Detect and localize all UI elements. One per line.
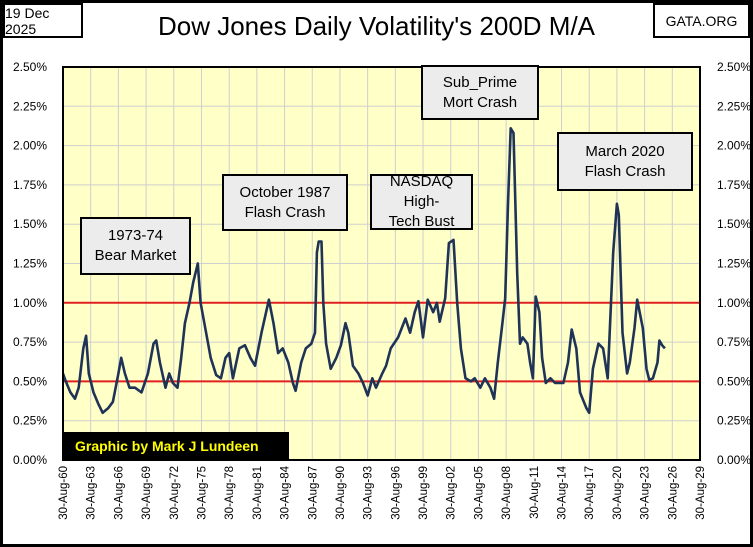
y-tick-label: 0.00% [717, 453, 751, 467]
credit-label: Graphic by Mark J Lundeen [63, 432, 289, 460]
annotation-line: Mort Crash [442, 93, 518, 111]
y-tick-label: 1.00% [13, 296, 47, 310]
x-tick-label: 30-Aug-84 [280, 465, 292, 519]
x-tick-label: 30-Aug-78 [224, 466, 236, 520]
x-tick-label: 30-Aug-93 [363, 466, 375, 520]
y-tick-label: 1.00% [717, 296, 751, 310]
annotation-sub-prime-mort-crash: Sub_Prime Mort Crash [421, 65, 539, 120]
x-tick-label: 30-Aug-23 [640, 466, 652, 520]
y-tick-label: 2.50% [717, 60, 751, 74]
x-tick-label: 30-Aug-87 [307, 466, 319, 520]
x-tick-label: 30-Aug-60 [58, 466, 70, 520]
x-tick-label: 30-Aug-66 [113, 466, 125, 520]
x-tick-label: 30-Aug-17 [584, 466, 596, 520]
x-tick-label: 30-Aug-75 [196, 466, 208, 520]
x-tick-label: 30-Aug-02 [446, 466, 458, 520]
x-tick-label: 30-Aug-08 [501, 466, 513, 520]
date-label: 19 Dec 2025 [3, 3, 83, 38]
y-tick-label: 2.00% [13, 139, 47, 153]
y-tick-label: 0.50% [13, 374, 47, 388]
annotation-line: 1973-74 [107, 227, 164, 244]
y-tick-label: 0.25% [717, 414, 751, 428]
y-tick-label: 1.50% [717, 217, 751, 231]
y-tick-label: 2.00% [717, 139, 751, 153]
reference-lines [63, 301, 700, 383]
annotation-line: NASDAQ High- [389, 173, 454, 210]
x-tick-label: 30-Aug-81 [252, 466, 264, 520]
y-axis-left: 0.00% 0.25% 0.50% 0.75% 1.00% 1.25% 1.50% 1.75%… [13, 60, 47, 467]
annotation-line: Tech Bust [388, 213, 455, 230]
x-tick-label: 30-Aug-26 [667, 466, 679, 520]
annotation-line: October 1987 [239, 183, 331, 201]
volatility-line [61, 127, 666, 415]
chart-title: Dow Jones Daily Volatility's 200D M/A [157, 11, 596, 41]
plot-border [62, 66, 701, 461]
y-tick-label: 1.75% [13, 178, 47, 192]
y-tick-label: 1.75% [717, 178, 751, 192]
annotation-march-2020-flash-crash: March 2020 Flash Crash [557, 132, 693, 191]
y-tick-label: 0.50% [717, 374, 751, 388]
x-tick-label: 30-Aug-90 [335, 466, 347, 520]
y-tick-label: 2.25% [717, 99, 751, 113]
y-tick-label: 0.25% [13, 414, 47, 428]
x-tick-label: 30-Aug-63 [86, 466, 98, 520]
annotation-line: March 2020 [585, 142, 665, 160]
annotation-october-1987-flash-crash: October 1987 Flash Crash [222, 174, 348, 231]
annotation-line: Flash Crash [244, 203, 326, 221]
y-tick-label: 1.25% [13, 257, 47, 271]
x-tick-label: 30-Aug-96 [390, 466, 402, 520]
y-tick-label: 0.75% [717, 335, 751, 349]
y-tick-label: 2.25% [13, 99, 47, 113]
x-tick-label: 30-Aug-99 [418, 466, 430, 520]
y-tick-label: 1.25% [717, 257, 751, 271]
x-tick-label: 30-Aug-20 [612, 466, 624, 520]
y-axis-right: 0.00% 0.25% 0.50% 0.75% 1.00% 1.25% 1.50% 1.75%… [717, 60, 751, 467]
y-tick-label: 2.50% [13, 60, 47, 74]
x-tick-label: 30-Aug-72 [169, 466, 181, 520]
y-tick-label: 1.50% [13, 217, 47, 231]
x-tick-label: 30-Aug-11 [529, 466, 541, 519]
annotation-nasdaq-high-tech-bust: NASDAQ High- Tech Bust [370, 173, 473, 230]
annotation-1973-74-bear-market: 1973-74 Bear Market [80, 217, 191, 275]
annotation-line: Flash Crash [584, 162, 666, 180]
y-tick-label: 0.00% [13, 453, 47, 467]
y-tick-label: 0.75% [13, 335, 47, 349]
x-tick-label: 30-Aug-05 [473, 466, 485, 520]
x-axis: 30-Aug-60 30-Aug-63 30-Aug-66 30-Aug-69 30-A… [58, 465, 707, 519]
source-label: GATA.ORG [653, 3, 750, 38]
x-tick-label: 30-Aug-69 [141, 466, 153, 520]
annotation-line: Bear Market [94, 247, 177, 264]
volatility-chart: 0.00% 0.25% 0.50% 0.75% 1.00% 1.25% 1.50% 1.75%… [13, 60, 751, 520]
x-tick-label: 30-Aug-14 [557, 465, 569, 519]
x-tick-label: 30-Aug-29 [695, 466, 707, 520]
annotation-line: Sub_Prime [442, 73, 518, 91]
